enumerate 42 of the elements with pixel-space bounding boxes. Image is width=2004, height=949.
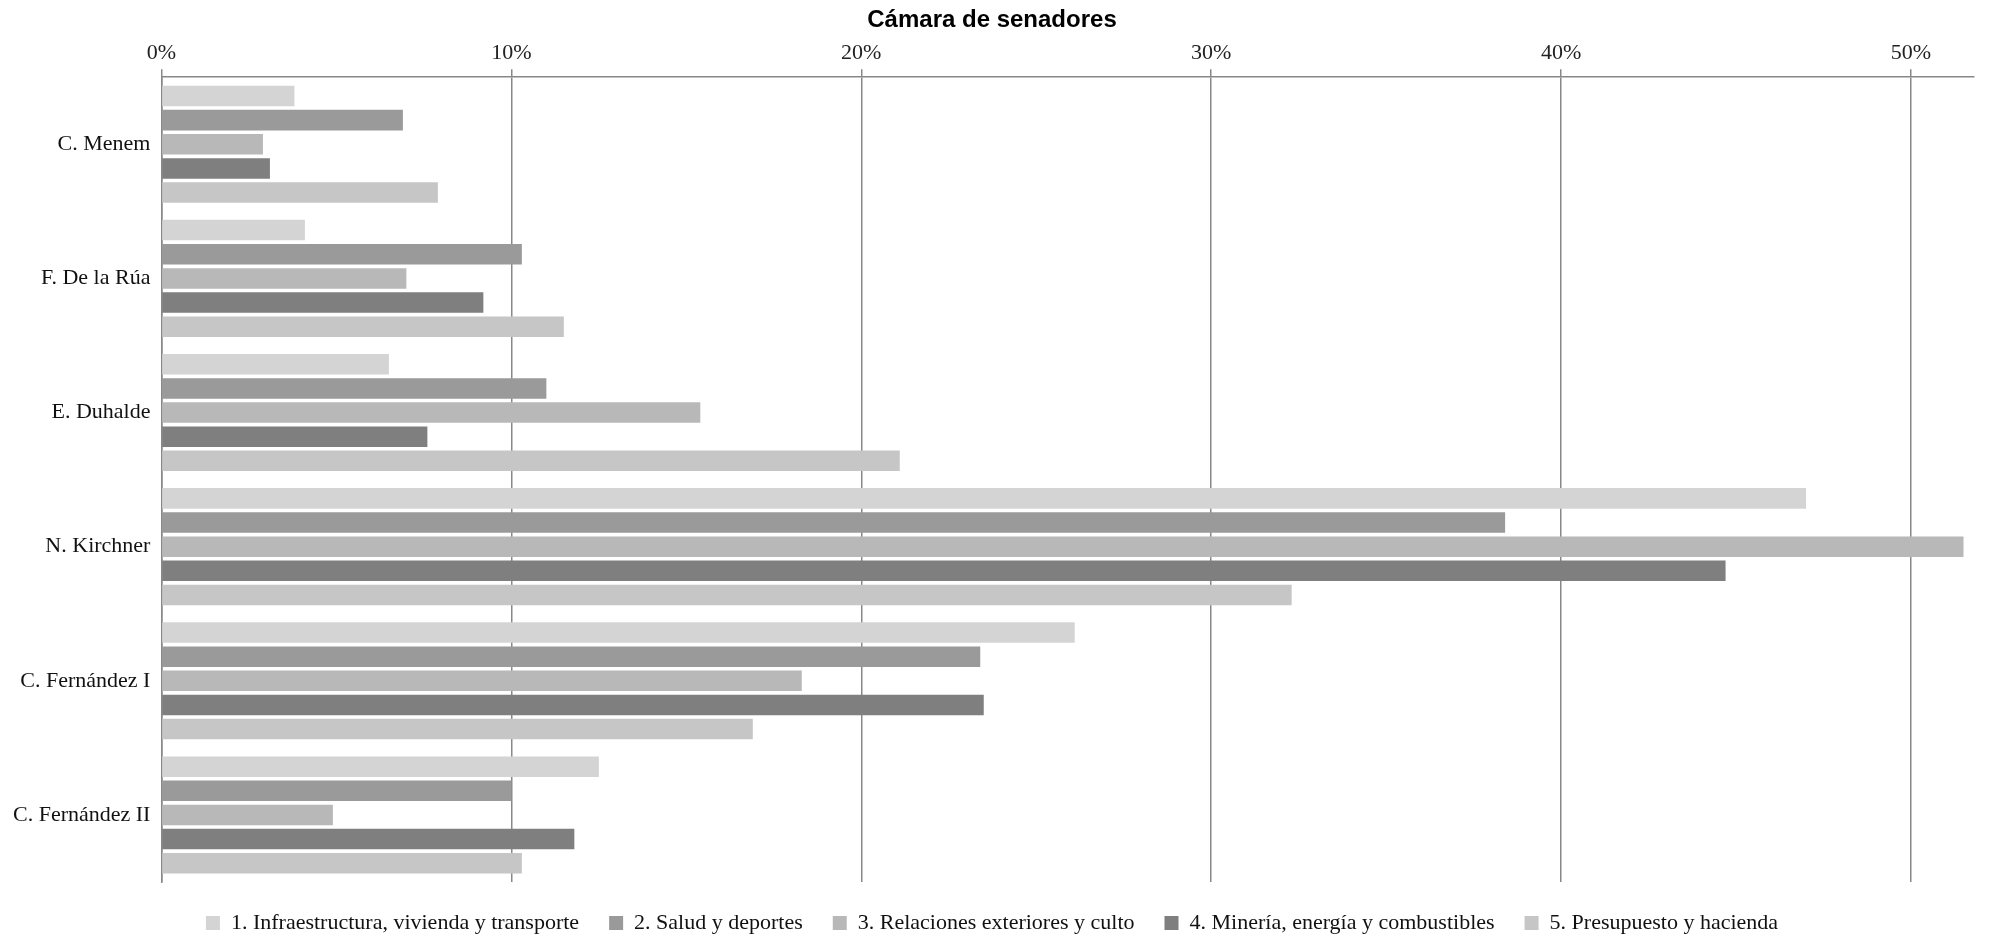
y-tick-label: N. Kirchner: [45, 532, 152, 558]
chart-title: Cámara de senadores: [867, 5, 1117, 33]
bar: [162, 244, 522, 265]
x-tick-label: 50%: [1890, 38, 1932, 64]
y-tick-label: E. Duhalde: [51, 398, 151, 424]
y-tick-label: C. Menem: [57, 130, 151, 156]
bar: [162, 670, 802, 692]
bar: [162, 85, 295, 107]
y-tick-label: C. Fernández II: [12, 800, 151, 826]
x-tick-label: 30%: [1191, 38, 1232, 64]
x-tick-label: 0%: [146, 38, 177, 64]
x-tick-label: 10%: [491, 38, 532, 64]
bar: [162, 219, 305, 241]
bar: [162, 134, 263, 155]
legend-label: 5. Presupuesto y hacienda: [1549, 908, 1779, 934]
bar: [162, 402, 701, 423]
bar: [162, 450, 900, 472]
x-tick-label: 20%: [841, 38, 882, 64]
bar: [162, 646, 981, 667]
legend-label: 4. Minería, energía y combustibles: [1189, 908, 1495, 934]
legend-label: 2. Salud y deportes: [634, 908, 803, 934]
bar: [162, 780, 512, 802]
bar: [162, 378, 547, 399]
bar: [162, 268, 407, 289]
bar: [162, 804, 333, 826]
legend-label: 3. Relaciones exteriores y culto: [857, 908, 1135, 934]
legend-label: 1. Infraestructura, vivienda y transporte: [230, 908, 580, 934]
bar: [162, 512, 1506, 533]
y-tick-label: C. Fernández I: [20, 666, 151, 692]
bar: [162, 536, 1964, 557]
bar: [162, 488, 1807, 509]
bar: [162, 584, 1292, 606]
y-tick-label: F. De la Rúa: [40, 264, 151, 290]
x-tick-label: 40%: [1540, 38, 1582, 64]
bar: [162, 622, 1075, 643]
bar: [162, 756, 599, 777]
bar: [162, 182, 438, 203]
bar: [162, 353, 389, 375]
bar: [162, 109, 403, 131]
bar: [162, 718, 753, 740]
bar: [162, 852, 522, 874]
bar: [162, 316, 564, 337]
